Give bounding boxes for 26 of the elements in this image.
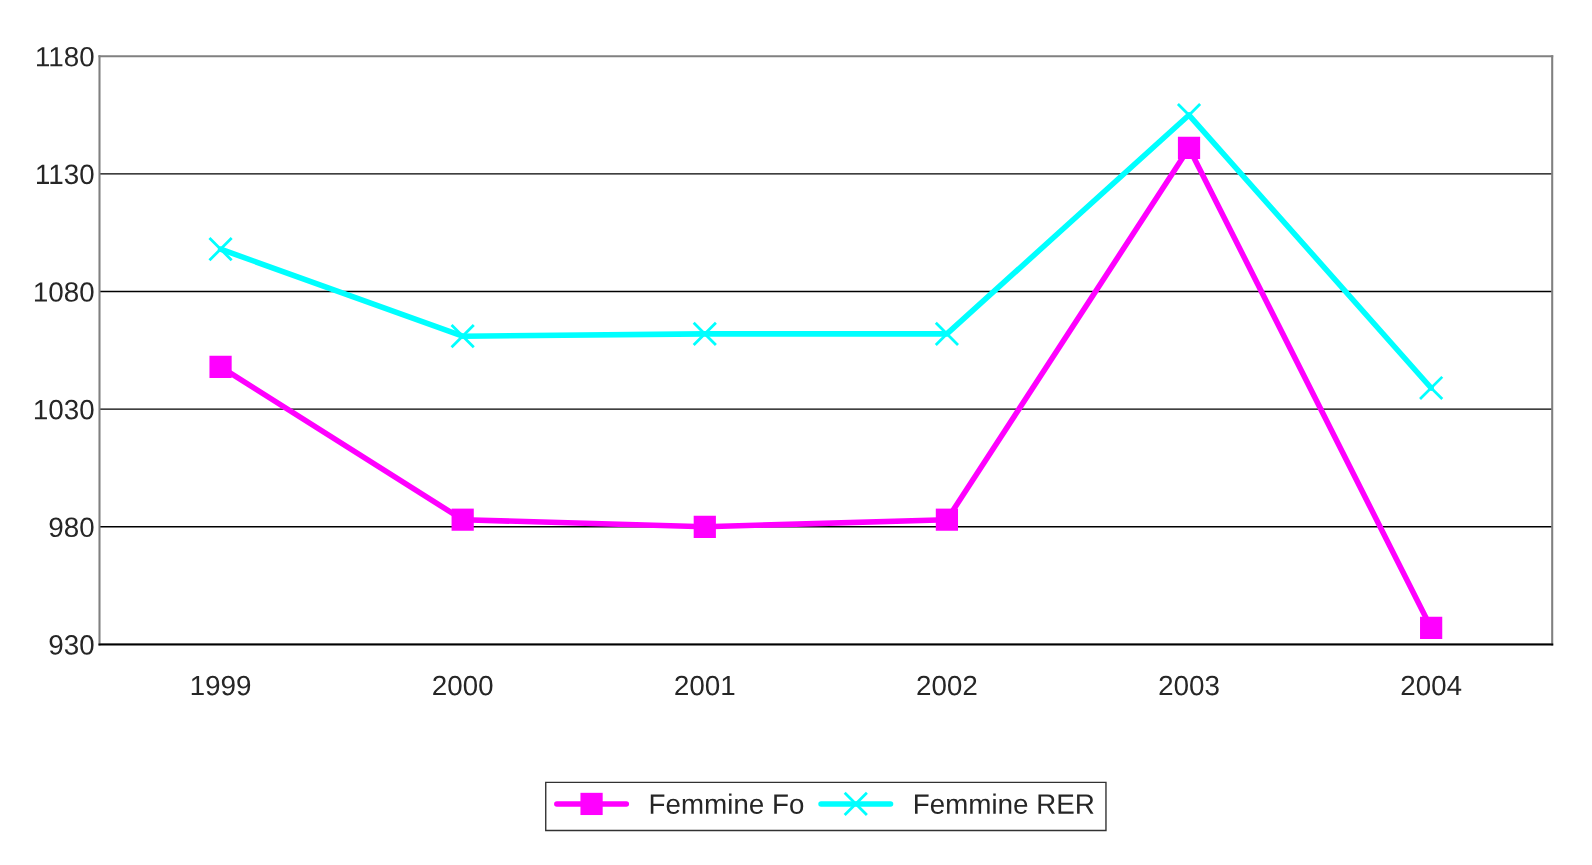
- x-tick-label: 2004: [1401, 675, 1462, 696]
- point: [1177, 136, 1201, 160]
- y-tick-label: 1030: [34, 399, 94, 420]
- point: [693, 515, 716, 538]
- x-tick-label: 2001: [675, 675, 735, 696]
- point: [934, 321, 960, 347]
- y-tick-label: 1180: [37, 46, 94, 67]
- y-tick-label: 930: [49, 635, 94, 655]
- point: [935, 508, 959, 531]
- y-tick-label: 1080: [34, 282, 94, 302]
- point: [209, 355, 232, 378]
- x-tick-label: 2000: [433, 675, 493, 696]
- legend-label: Femmine RER: [915, 793, 1094, 814]
- point: [1420, 616, 1443, 640]
- point: [1176, 102, 1202, 128]
- x-tick-label: 2003: [1159, 675, 1219, 696]
- legend-label: Femmine Fo: [650, 793, 804, 814]
- point: [692, 321, 718, 347]
- point: [1418, 375, 1444, 401]
- point: [208, 236, 234, 262]
- point: [450, 323, 476, 349]
- y-tick-label: 980: [49, 517, 94, 538]
- x-tick-label: 2002: [917, 675, 977, 696]
- x-tick-label: 1999: [191, 675, 251, 696]
- point: [451, 508, 474, 531]
- y-tick-label: 1130: [37, 164, 94, 185]
